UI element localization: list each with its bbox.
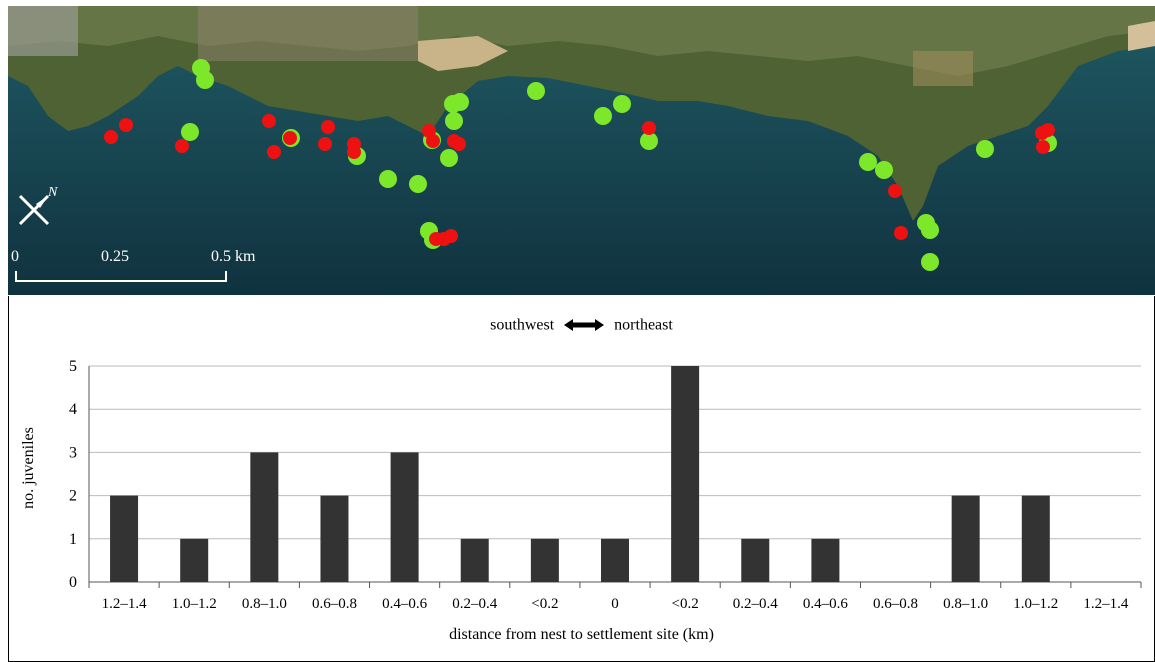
settlement-dot-green <box>527 82 545 100</box>
nest-dot-red <box>267 145 281 159</box>
field <box>913 51 973 86</box>
y-tick-label: 0 <box>69 574 77 591</box>
nest-dot-red <box>321 120 335 134</box>
double-arrow-icon <box>564 319 605 332</box>
y-tick-label: 5 <box>69 358 77 375</box>
nest-dot-red <box>175 139 189 153</box>
scale-bar <box>15 271 227 282</box>
nest-dot-red <box>283 131 297 145</box>
harbor <box>8 6 78 56</box>
y-tick-label: 2 <box>69 488 77 505</box>
x-tick-label: 0.8–1.0 <box>943 596 988 612</box>
bar <box>671 366 700 582</box>
nest-dot-red <box>444 229 458 243</box>
direction-right-label: northeast <box>614 316 673 334</box>
scale-label-05: 0.5 km <box>211 248 256 265</box>
town-block <box>198 6 418 61</box>
bar <box>951 495 980 582</box>
x-tick-label: <0.2 <box>531 596 558 612</box>
settlement-dot-green <box>976 140 994 158</box>
nest-dot-red <box>888 184 902 198</box>
x-tick-label: <0.2 <box>672 596 699 612</box>
settlement-dot-green <box>640 132 658 150</box>
settlement-dot-green <box>440 149 458 167</box>
x-tick-label: 1.2–1.4 <box>102 596 148 612</box>
scale-label-025: 0.25 <box>101 248 129 265</box>
nest-dot-red <box>104 130 118 144</box>
settlement-dots <box>104 59 1057 271</box>
bar <box>601 538 629 582</box>
x-tick-label: 0 <box>611 596 619 612</box>
nest-dot-red <box>642 121 656 135</box>
x-tick-label: 1.0–1.2 <box>172 596 217 612</box>
settlement-dot-green <box>451 93 469 111</box>
north-label: N <box>47 185 58 200</box>
bar <box>1021 495 1050 582</box>
compass-icon <box>18 194 50 226</box>
x-tick-label: 0.2–0.4 <box>733 596 779 612</box>
settlement-dot-green <box>859 153 877 171</box>
x-tick-label: 0.6–0.8 <box>873 596 918 612</box>
nest-dot-red <box>262 114 276 128</box>
settlement-dot-green <box>594 107 612 125</box>
y-tick-label: 1 <box>69 531 77 548</box>
x-tick-label: 0.2–0.4 <box>452 596 498 612</box>
satellite-map: N 0 0.25 0.5 km <box>8 6 1155 295</box>
direction-legend: southwest northeast <box>9 316 1154 334</box>
nest-dot-red <box>1036 140 1050 154</box>
nest-dot-red <box>426 134 440 148</box>
x-axis-label: distance from nest to settlement site (k… <box>449 626 714 643</box>
direction-left-label: southwest <box>490 316 555 334</box>
nest-dot-red <box>894 226 908 240</box>
bar <box>741 538 770 582</box>
bar <box>250 452 279 582</box>
scale-label-0: 0 <box>11 248 19 265</box>
bar <box>390 452 419 582</box>
nest-dot-red <box>318 137 332 151</box>
bar-chart: 0 1 2 3 4 5 1.2–1.4 1.0–1.2 0.8–1.0 0.6–0.8 0.4–0.… <box>69 358 1142 612</box>
settlement-dot-green <box>921 253 939 271</box>
bar <box>811 538 840 582</box>
beach <box>418 36 508 71</box>
bar <box>460 538 489 582</box>
y-tick-label: 3 <box>69 444 77 461</box>
bar <box>320 495 349 582</box>
settlement-dot-green <box>921 221 939 239</box>
nest-dot-red <box>1041 123 1055 137</box>
beach-2 <box>1128 21 1155 51</box>
x-tick-label: 0.4–0.6 <box>382 596 428 612</box>
settlement-dot-green <box>445 112 463 130</box>
settlement-dot-green <box>181 123 199 141</box>
settlement-dot-green <box>875 161 893 179</box>
bar <box>110 495 139 582</box>
x-tick-label: 0.8–1.0 <box>242 596 287 612</box>
bar <box>180 538 209 582</box>
settlement-dot-green <box>196 71 214 89</box>
y-tick-label: 4 <box>69 401 77 418</box>
nest-dot-red <box>347 145 361 159</box>
x-tick-label: 1.0–1.2 <box>1013 596 1058 612</box>
nest-dot-red <box>452 137 466 151</box>
x-tick-label: 0.6–0.8 <box>312 596 357 612</box>
settlement-dot-green <box>379 170 397 188</box>
x-tick-label: 1.2–1.4 <box>1083 596 1129 612</box>
settlement-dot-green <box>409 175 427 193</box>
x-tick-label: 0.4–0.6 <box>803 596 849 612</box>
settlement-dot-green <box>613 95 631 113</box>
nest-dot-red <box>119 118 133 132</box>
bar <box>530 538 559 582</box>
